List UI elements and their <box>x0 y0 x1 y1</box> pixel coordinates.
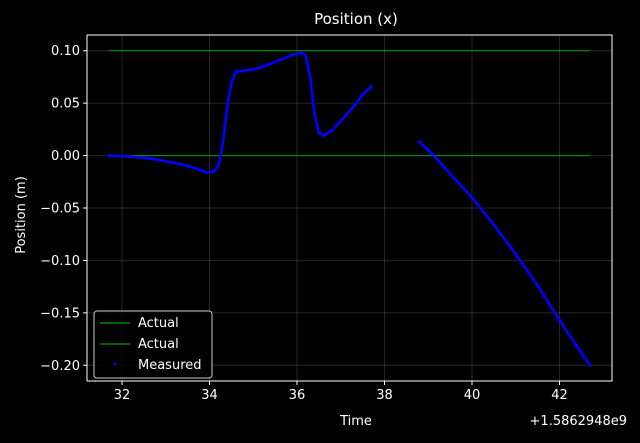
x-tick-label: 42 <box>551 388 568 403</box>
legend: Actual Actual Measured <box>93 310 213 379</box>
measured-point <box>417 140 422 144</box>
measured-point <box>308 75 312 79</box>
measured-point <box>251 68 255 72</box>
y-tick-label: −0.10 <box>40 254 80 269</box>
axis-ticks: 32 34 36 38 40 42 −0.20 −0.15 −0.10 −0.05 0.00 0.05… <box>40 44 568 403</box>
x-tick-label: 40 <box>464 388 481 403</box>
measured-point <box>426 148 430 152</box>
measured-point <box>186 164 190 168</box>
measured-point <box>317 130 321 135</box>
y-tick-label: 0.00 <box>51 149 80 164</box>
x-axis-offset-label: +1.5862948e9 <box>530 414 627 429</box>
x-tick-label: 38 <box>376 388 393 403</box>
measured-point <box>304 54 308 58</box>
measured-point <box>216 164 220 168</box>
measured-point <box>514 252 518 256</box>
chart-title: Position (x) <box>314 10 398 28</box>
measured-point <box>352 104 356 108</box>
measured-point <box>557 318 562 322</box>
measured-point <box>229 80 233 84</box>
measured-point <box>277 58 282 62</box>
measured-point <box>225 106 229 110</box>
measured-point <box>369 84 373 88</box>
x-tick-label: 36 <box>289 388 306 403</box>
y-tick-label: 0.10 <box>51 44 80 59</box>
measured-point <box>330 128 334 133</box>
legend-box <box>93 310 213 379</box>
measured-point <box>234 70 238 74</box>
measured-point <box>205 170 209 174</box>
measured-point <box>291 53 295 57</box>
y-tick-label: −0.20 <box>40 359 80 374</box>
measured-point <box>339 119 343 123</box>
measured-point <box>439 162 443 166</box>
x-tick-label: 34 <box>201 388 218 403</box>
y-tick-label: −0.15 <box>40 306 80 321</box>
x-axis-label: Time <box>339 414 372 429</box>
measured-point <box>536 283 540 288</box>
measured-point <box>299 51 303 55</box>
x-tick-label: 32 <box>114 388 131 403</box>
measured-point <box>242 69 247 73</box>
measured-point <box>492 223 496 227</box>
measured-point <box>588 363 592 367</box>
legend-label-measured: Measured <box>138 358 202 373</box>
y-tick-label: 0.05 <box>51 97 80 112</box>
measured-point <box>452 177 457 181</box>
measured-point <box>321 134 325 138</box>
plot-series <box>107 50 592 367</box>
measured-point <box>221 143 225 147</box>
measured-point <box>312 112 317 116</box>
measured-point <box>361 93 365 97</box>
legend-swatch-measured <box>113 362 117 366</box>
measured-point <box>172 161 177 165</box>
measured-point <box>107 153 111 158</box>
measured-point <box>470 195 474 200</box>
legend-label-actual-2: Actual <box>138 337 179 352</box>
measured-point <box>129 155 133 159</box>
measured-point <box>199 168 203 172</box>
y-axis-label: Position (m) <box>14 176 29 254</box>
measured-point <box>212 169 216 173</box>
measured-point <box>264 63 268 68</box>
measured-point <box>575 344 579 348</box>
y-tick-label: −0.05 <box>40 202 80 217</box>
legend-label-actual: Actual <box>138 316 179 331</box>
measured-point <box>151 157 155 161</box>
